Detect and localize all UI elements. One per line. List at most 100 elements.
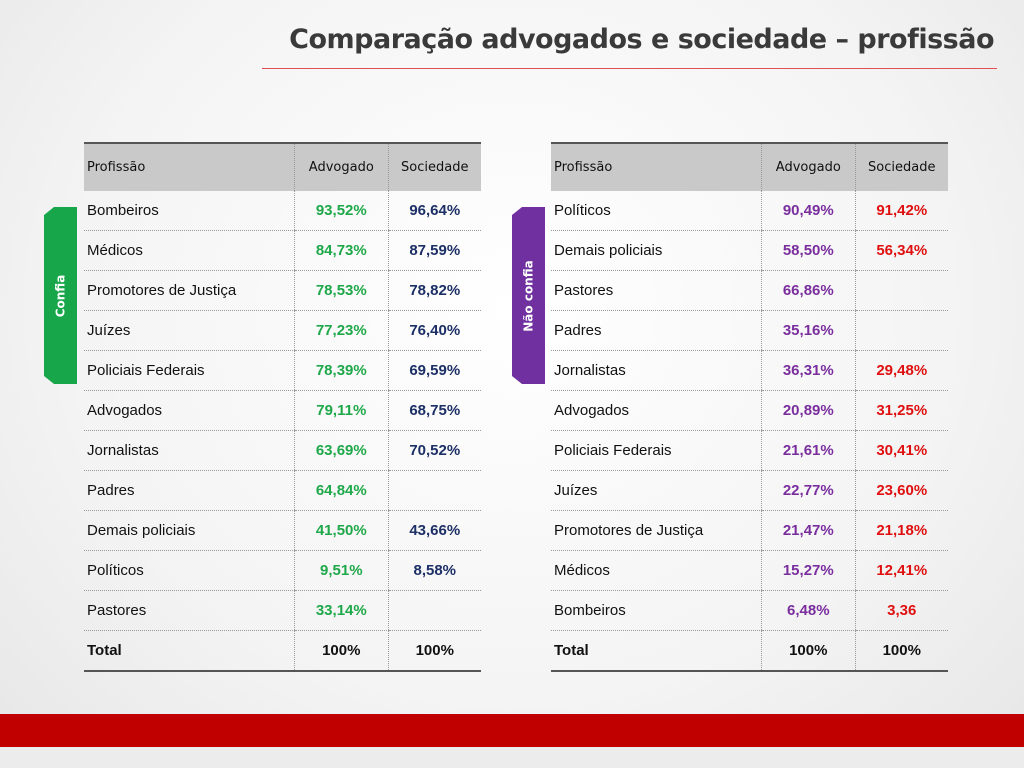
table-row: Padres 64,84%	[84, 470, 481, 511]
table-header-row: Profissão Advogado Sociedade	[84, 142, 481, 191]
table-row: Promotores de Justiça 21,47% 21,18%	[551, 510, 948, 551]
footer-bar	[0, 714, 1024, 747]
row-advogado: 66,86%	[761, 270, 856, 311]
header-sociedade: Sociedade	[854, 142, 948, 191]
row-sociedade: 78,82%	[387, 270, 481, 311]
table-row: Advogados 79,11% 68,75%	[84, 390, 481, 431]
row-advogado: 20,89%	[761, 390, 856, 431]
row-advogado: 79,11%	[294, 390, 389, 431]
row-sociedade: 3,36	[854, 590, 948, 631]
row-profissao: Policiais Federais	[551, 430, 762, 471]
table-row: Políticos 90,49% 91,42%	[551, 191, 948, 231]
table-row: Bombeiros 93,52% 96,64%	[84, 191, 481, 231]
table-header-row: Profissão Advogado Sociedade	[551, 142, 948, 191]
row-profissao: Médicos	[84, 230, 295, 271]
row-profissao: Promotores de Justiça	[84, 270, 295, 311]
table-row: Pastores 66,86%	[551, 270, 948, 311]
row-advogado: 6,48%	[761, 590, 856, 631]
row-profissao: Advogados	[551, 390, 762, 431]
header-advogado: Advogado	[761, 142, 856, 191]
confia-label-text: Confia	[53, 274, 68, 317]
row-profissao: Demais policiais	[551, 230, 762, 271]
row-advogado: 15,27%	[761, 550, 856, 591]
nao-confia-label-text: Não confia	[521, 259, 536, 332]
nao-confia-label: Não confia	[512, 207, 545, 384]
row-profissao: Jornalistas	[551, 350, 762, 391]
nao-confia-table: Profissão Advogado Sociedade Políticos 90…	[551, 142, 948, 672]
row-advogado: 21,61%	[761, 430, 856, 471]
row-profissao: Juízes	[84, 310, 295, 351]
row-profissao: Pastores	[551, 270, 762, 311]
total-label: Total	[551, 630, 762, 672]
row-profissao: Padres	[551, 310, 762, 351]
row-sociedade: 21,18%	[854, 510, 948, 551]
row-sociedade	[854, 310, 948, 351]
row-sociedade: 12,41%	[854, 550, 948, 591]
row-profissao: Bombeiros	[84, 191, 295, 231]
footer-strip	[0, 747, 1024, 768]
row-advogado: 63,69%	[294, 430, 389, 471]
row-sociedade: 91,42%	[854, 191, 948, 231]
total-row: Total 100% 100%	[551, 630, 948, 672]
row-sociedade: 76,40%	[387, 310, 481, 351]
row-advogado: 58,50%	[761, 230, 856, 271]
row-advogado: 35,16%	[761, 310, 856, 351]
table-row: Promotores de Justiça 78,53% 78,82%	[84, 270, 481, 311]
table-row: Policiais Federais 78,39% 69,59%	[84, 350, 481, 391]
header-sociedade: Sociedade	[387, 142, 481, 191]
row-sociedade	[387, 590, 481, 631]
row-profissao: Bombeiros	[551, 590, 762, 631]
row-profissao: Médicos	[551, 550, 762, 591]
row-advogado: 84,73%	[294, 230, 389, 271]
table-row: Jornalistas 63,69% 70,52%	[84, 430, 481, 471]
row-sociedade: 8,58%	[387, 550, 481, 591]
header-profissao: Profissão	[84, 142, 295, 191]
table-row: Advogados 20,89% 31,25%	[551, 390, 948, 431]
page-title: Comparação advogados e sociedade – profi…	[289, 24, 994, 55]
table-row: Juízes 22,77% 23,60%	[551, 470, 948, 511]
row-advogado: 9,51%	[294, 550, 389, 591]
row-profissao: Advogados	[84, 390, 295, 431]
row-sociedade: 30,41%	[854, 430, 948, 471]
row-sociedade: 23,60%	[854, 470, 948, 511]
table-row: Juízes 77,23% 76,40%	[84, 310, 481, 351]
row-profissao: Jornalistas	[84, 430, 295, 471]
row-profissao: Promotores de Justiça	[551, 510, 762, 551]
row-sociedade: 70,52%	[387, 430, 481, 471]
row-advogado: 90,49%	[761, 191, 856, 231]
total-sociedade: 100%	[854, 630, 948, 672]
row-advogado: 21,47%	[761, 510, 856, 551]
row-sociedade: 87,59%	[387, 230, 481, 271]
confia-table: Profissão Advogado Sociedade Bombeiros 93…	[84, 142, 481, 672]
row-advogado: 78,39%	[294, 350, 389, 391]
row-advogado: 22,77%	[761, 470, 856, 511]
total-row: Total 100% 100%	[84, 630, 481, 672]
row-profissao: Políticos	[551, 191, 762, 231]
row-profissao: Políticos	[84, 550, 295, 591]
row-profissao: Juízes	[551, 470, 762, 511]
total-label: Total	[84, 630, 295, 672]
title-divider	[262, 68, 997, 69]
row-profissao: Demais policiais	[84, 510, 295, 551]
row-sociedade: 29,48%	[854, 350, 948, 391]
table-row: Padres 35,16%	[551, 310, 948, 351]
row-sociedade: 96,64%	[387, 191, 481, 231]
table-row: Policiais Federais 21,61% 30,41%	[551, 430, 948, 471]
total-sociedade: 100%	[387, 630, 481, 672]
table-row: Bombeiros 6,48% 3,36	[551, 590, 948, 631]
row-advogado: 33,14%	[294, 590, 389, 631]
row-sociedade	[387, 470, 481, 511]
row-profissao: Padres	[84, 470, 295, 511]
row-profissao: Policiais Federais	[84, 350, 295, 391]
row-advogado: 36,31%	[761, 350, 856, 391]
row-sociedade: 31,25%	[854, 390, 948, 431]
total-advogado: 100%	[294, 630, 389, 672]
table-row: Demais policiais 58,50% 56,34%	[551, 230, 948, 271]
row-sociedade: 43,66%	[387, 510, 481, 551]
row-advogado: 41,50%	[294, 510, 389, 551]
table-row: Médicos 15,27% 12,41%	[551, 550, 948, 591]
row-profissao: Pastores	[84, 590, 295, 631]
row-advogado: 93,52%	[294, 191, 389, 231]
row-advogado: 78,53%	[294, 270, 389, 311]
table-row: Médicos 84,73% 87,59%	[84, 230, 481, 271]
